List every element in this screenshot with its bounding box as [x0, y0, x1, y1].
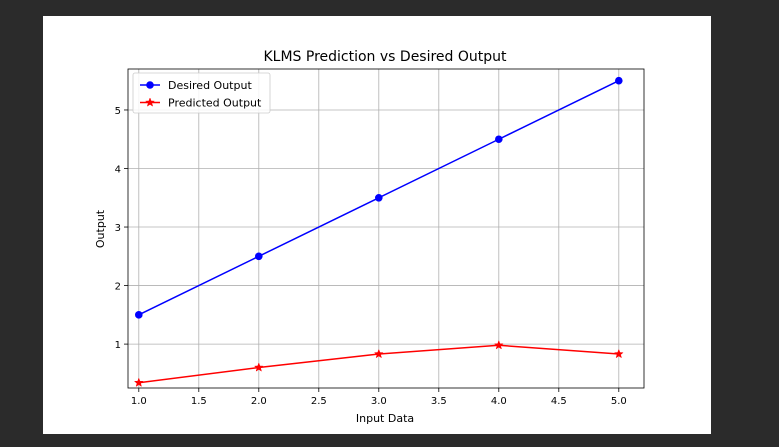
legend-label: Predicted Output — [168, 97, 262, 110]
series-1-point — [373, 348, 384, 359]
x-tick-label: 2.0 — [251, 396, 267, 407]
x-tick-label: 4.5 — [551, 396, 567, 407]
x-tick-label: 1.5 — [191, 396, 207, 407]
series-1-point — [253, 362, 264, 372]
series-1-point — [613, 348, 624, 359]
series-0-point — [495, 135, 503, 144]
series-1-point — [493, 340, 504, 350]
series-1-point — [133, 377, 144, 387]
axes-frame — [127, 68, 645, 389]
y-tick-label: 3 — [115, 223, 121, 234]
x-axis-label: Input Data — [356, 412, 414, 425]
line-chart: KLMS Prediction vs Desired Output 1.0 1.5… — [94, 49, 645, 425]
grid-lines — [128, 69, 644, 388]
chart-title: KLMS Prediction vs Desired Output — [263, 49, 507, 65]
y-tick-label: 2 — [115, 282, 121, 293]
series-0-point — [135, 311, 143, 319]
y-tick-label: 5 — [115, 106, 121, 117]
axis-ticks: 1.0 1.5 2.0 2.5 3.0 3.5 4.0 4.5 5.0 1 2 3 4 5 — [115, 68, 645, 407]
series-0-point — [255, 252, 263, 261]
series-0-point — [615, 76, 623, 85]
y-tick-label: 1 — [115, 340, 121, 351]
legend: Desired Output Predicted Output — [132, 72, 271, 114]
legend-marker-0 — [146, 81, 154, 89]
legend-box — [132, 72, 271, 114]
plot-area — [133, 76, 624, 387]
y-tick-label: 4 — [115, 165, 121, 176]
x-tick-label: 4.0 — [491, 396, 507, 407]
x-tick-label: 2.5 — [311, 396, 327, 407]
y-axis-label: Output — [94, 209, 107, 248]
x-tick-label: 5.0 — [611, 396, 627, 407]
x-tick-label: 1.0 — [131, 396, 147, 407]
series-0-point — [375, 193, 383, 202]
x-tick-label: 3.5 — [431, 396, 447, 407]
legend-label: Desired Output — [168, 79, 252, 92]
legend-marker-1 — [145, 97, 155, 107]
x-tick-label: 3.0 — [371, 396, 387, 407]
figure: KLMS Prediction vs Desired Output 1.0 1.5… — [43, 16, 711, 434]
